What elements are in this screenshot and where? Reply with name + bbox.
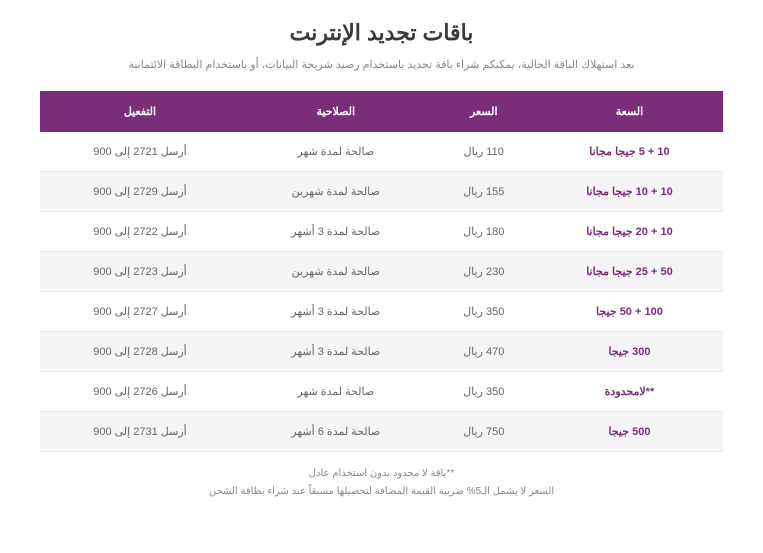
table-row: 10 + 20 جيجا مجانا 180 ريال صالحة لمدة 3… [40,212,723,252]
cell-activation: أرسل 2723 إلى 900 [40,252,240,292]
col-validity: الصلاحية [240,91,432,132]
cell-price: 470 ريال [432,332,536,372]
table-row: 10 + 10 جيجا مجانا 155 ريال صالحة لمدة ش… [40,172,723,212]
page-subtitle: بعد استهلاك الباقة الحالية، يمكنكم شراء … [40,58,723,71]
cell-activation: أرسل 2729 إلى 900 [40,172,240,212]
footnote-line: السعر لا يشمل الـ5% ضريبة القيمة المضافة… [40,484,723,500]
col-price: السعر [432,91,536,132]
footnotes: **باقة لا محدود بدون استخدام عادل السعر … [40,466,723,500]
cell-validity: صالحة لمدة شهر [240,132,432,172]
cell-validity: صالحة لمدة شهر [240,372,432,412]
table-body: 10 + 5 جيجا مجانا 110 ريال صالحة لمدة شه… [40,132,723,452]
cell-capacity: 10 + 20 جيجا مجانا [536,212,723,252]
cell-price: 155 ريال [432,172,536,212]
cell-validity: صالحة لمدة شهرين [240,252,432,292]
cell-validity: صالحة لمدة 3 أشهر [240,212,432,252]
page-title: باقات تجديد الإنترنت [40,20,723,46]
col-activation: التفعيل [40,91,240,132]
table-row: **لامحدودة 350 ريال صالحة لمدة شهر أرسل … [40,372,723,412]
table-row: 10 + 5 جيجا مجانا 110 ريال صالحة لمدة شه… [40,132,723,172]
table-header-row: السعة السعر الصلاحية التفعيل [40,91,723,132]
cell-capacity: 10 + 5 جيجا مجانا [536,132,723,172]
page-container: باقات تجديد الإنترنت بعد استهلاك الباقة … [0,0,763,512]
cell-validity: صالحة لمدة 6 أشهر [240,412,432,452]
cell-price: 110 ريال [432,132,536,172]
table-row: 500 جيجا 750 ريال صالحة لمدة 6 أشهر أرسل… [40,412,723,452]
cell-price: 350 ريال [432,292,536,332]
cell-price: 350 ريال [432,372,536,412]
cell-validity: صالحة لمدة 3 أشهر [240,292,432,332]
cell-price: 180 ريال [432,212,536,252]
cell-capacity: 10 + 10 جيجا مجانا [536,172,723,212]
cell-activation: أرسل 2728 إلى 900 [40,332,240,372]
cell-activation: أرسل 2731 إلى 900 [40,412,240,452]
cell-validity: صالحة لمدة 3 أشهر [240,332,432,372]
cell-capacity: 100 + 50 جيجا [536,292,723,332]
packages-table: السعة السعر الصلاحية التفعيل 10 + 5 جيجا… [40,91,723,452]
table-row: 100 + 50 جيجا 350 ريال صالحة لمدة 3 أشهر… [40,292,723,332]
cell-capacity: 500 جيجا [536,412,723,452]
table-row: 300 جيجا 470 ريال صالحة لمدة 3 أشهر أرسل… [40,332,723,372]
col-capacity: السعة [536,91,723,132]
cell-activation: أرسل 2727 إلى 900 [40,292,240,332]
cell-activation: أرسل 2722 إلى 900 [40,212,240,252]
cell-price: 750 ريال [432,412,536,452]
footnote-line: **باقة لا محدود بدون استخدام عادل [40,466,723,482]
cell-activation: أرسل 2726 إلى 900 [40,372,240,412]
cell-capacity: **لامحدودة [536,372,723,412]
cell-capacity: 50 + 25 جيجا مجانا [536,252,723,292]
cell-capacity: 300 جيجا [536,332,723,372]
table-row: 50 + 25 جيجا مجانا 230 ريال صالحة لمدة ش… [40,252,723,292]
cell-activation: أرسل 2721 إلى 900 [40,132,240,172]
cell-price: 230 ريال [432,252,536,292]
cell-validity: صالحة لمدة شهرين [240,172,432,212]
